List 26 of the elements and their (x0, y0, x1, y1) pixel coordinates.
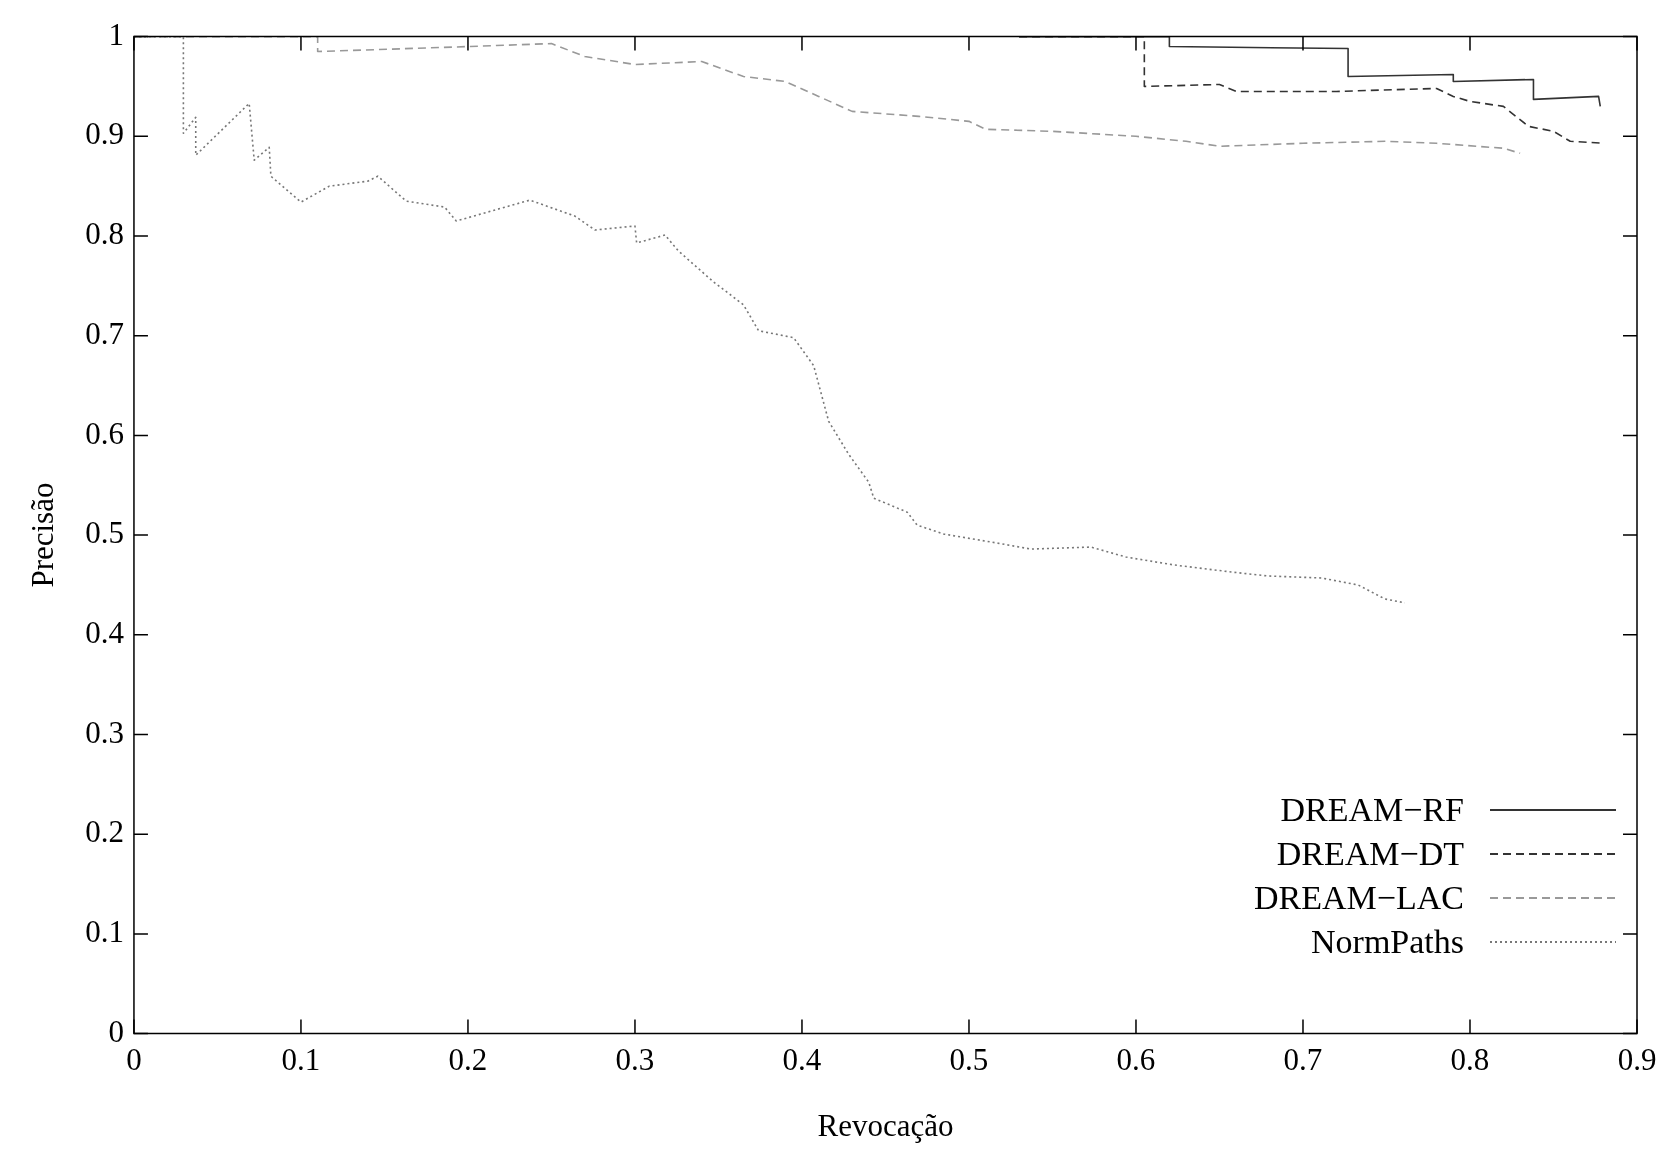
y-tick-label: 0.4 (85, 614, 125, 650)
x-tick-label: 0.3 (615, 1042, 655, 1078)
legend-label: DREAM−RF (1280, 791, 1464, 829)
y-tick-label: 0 (108, 1013, 124, 1049)
x-tick-label: 0.9 (1617, 1042, 1657, 1078)
x-axis-title: Revocação (817, 1107, 954, 1143)
x-tick-label: 0.5 (949, 1042, 989, 1078)
x-tick-label: 0.7 (1283, 1042, 1323, 1078)
y-tick-label: 0.2 (85, 814, 124, 850)
legend-label: NormPaths (1311, 923, 1464, 961)
y-tick-label: 0.8 (85, 216, 124, 252)
y-tick-label: 0.7 (85, 315, 124, 351)
y-axis-title: Precisão (24, 482, 60, 588)
legend-label: DREAM−DT (1276, 835, 1464, 873)
x-tick-label: 0.2 (448, 1042, 488, 1078)
y-tick-label: 0.5 (85, 515, 124, 551)
y-tick-label: 0.9 (85, 116, 124, 152)
y-tick-label: 0.6 (85, 415, 124, 451)
x-tick-label: 0.1 (281, 1042, 321, 1078)
x-tick-label: 0.4 (782, 1042, 822, 1078)
y-tick-label: 0.1 (85, 914, 124, 950)
y-tick-label: 1 (108, 16, 124, 52)
x-tick-label: 0.8 (1450, 1042, 1490, 1078)
y-tick-label: 0.3 (85, 714, 124, 750)
legend-label: DREAM−LAC (1254, 879, 1464, 917)
x-tick-label: 0.6 (1116, 1042, 1156, 1078)
